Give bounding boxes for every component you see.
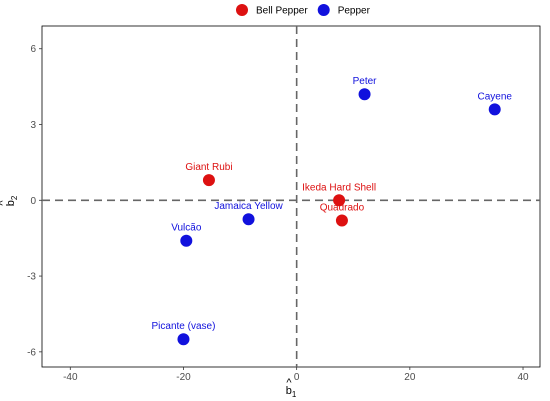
data-point bbox=[335, 214, 348, 227]
panel-border bbox=[41, 25, 541, 368]
legend: Bell Pepper Pepper bbox=[236, 4, 371, 17]
data-point bbox=[202, 174, 215, 187]
point-label: Jamaica Yellow bbox=[214, 201, 283, 212]
point-label: Peter bbox=[353, 76, 378, 87]
x-tick-label: 0 bbox=[294, 372, 300, 383]
x-tick-label: -20 bbox=[176, 372, 191, 383]
data-points bbox=[177, 88, 501, 346]
legend-label: Pepper bbox=[338, 6, 371, 17]
y-tick-label: -6 bbox=[27, 347, 36, 358]
y-axis-title: b2 bbox=[5, 195, 19, 206]
data-point bbox=[358, 88, 371, 101]
data-point bbox=[333, 194, 346, 207]
y-axis: -6 -3 0 3 6 bbox=[27, 44, 42, 358]
point-label: Giant Rubi bbox=[185, 162, 232, 173]
y-tick-label: -3 bbox=[27, 272, 36, 283]
point-label: Ikeda Hard Shell bbox=[302, 182, 376, 193]
legend-key bbox=[317, 4, 330, 16]
y-tick-label: 6 bbox=[30, 44, 36, 55]
legend-label: Bell Pepper bbox=[256, 6, 308, 17]
x-axis-title: b1 bbox=[286, 385, 297, 399]
point-label: Cayene bbox=[477, 91, 512, 102]
point-label: Picante (vase) bbox=[152, 321, 216, 332]
point-labels: Giant Rubi Ikeda Hard Shell Quadrado Peter C… bbox=[152, 76, 513, 332]
x-axis: -40 -20 0 20 40 bbox=[63, 367, 529, 383]
x-tick-label: 20 bbox=[404, 372, 416, 383]
data-point bbox=[180, 234, 193, 247]
data-point bbox=[488, 103, 501, 116]
x-tick-label: -40 bbox=[63, 372, 78, 383]
y-tick-label: 3 bbox=[30, 120, 36, 131]
data-point bbox=[177, 333, 190, 346]
y-tick-label: 0 bbox=[30, 196, 36, 207]
plot-panel bbox=[41, 25, 541, 368]
y-axis-title-hat: ^ bbox=[0, 200, 9, 206]
legend-key bbox=[236, 4, 248, 16]
x-tick-label: 40 bbox=[517, 372, 529, 383]
data-point bbox=[242, 213, 255, 226]
point-label: Quadrado bbox=[320, 202, 365, 213]
y-axis-title-group: b2 ^ bbox=[0, 195, 19, 206]
point-label: Vulcão bbox=[171, 223, 202, 234]
x-axis-title-hat: ^ bbox=[286, 377, 292, 389]
